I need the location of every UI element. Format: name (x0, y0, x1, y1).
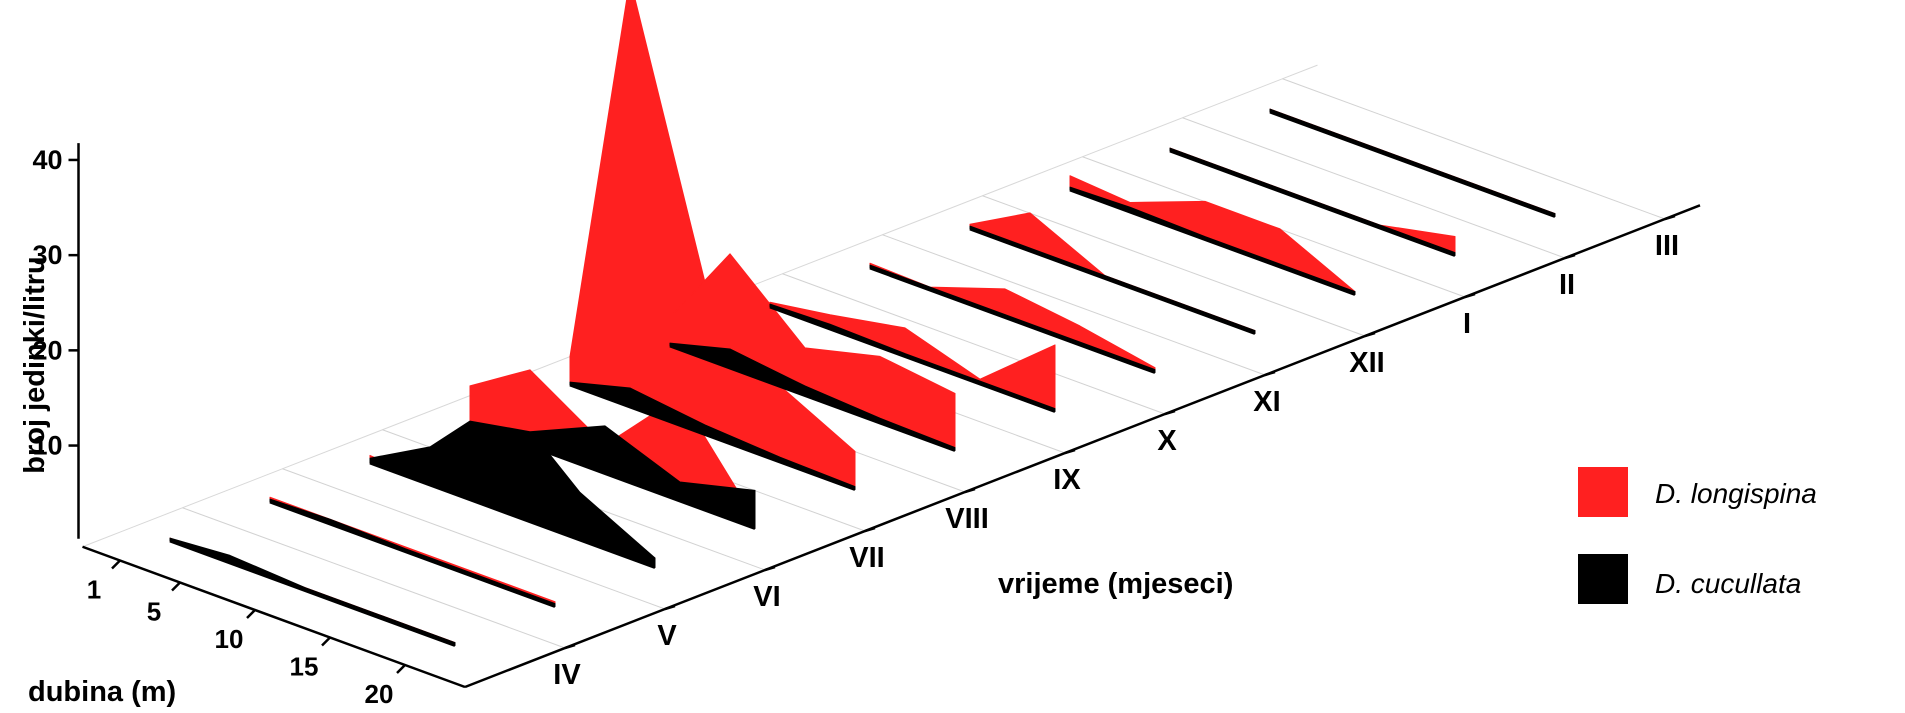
depth-tick-label: 20 (365, 679, 394, 709)
month-tick-label: XII (1349, 347, 1384, 379)
profile-baseline (969, 227, 1256, 335)
profile-baseline (269, 500, 556, 608)
month-tick-mark (1464, 292, 1476, 299)
depth-axis-line (82, 545, 466, 689)
x-axis-title: vrijeme (mjeseci) (998, 568, 1233, 600)
month-tick-mark (564, 643, 576, 650)
legend-swatch-cucullata (1578, 554, 1628, 604)
z-tick-label: 40 (32, 145, 62, 175)
profile-baseline (169, 539, 456, 647)
month-tick-label: X (1157, 425, 1177, 457)
profile-baseline (1069, 188, 1356, 296)
depth-tick-mark (171, 581, 181, 592)
depth-tick-label: 10 (215, 624, 244, 654)
month-tick-mark (764, 565, 776, 572)
profile-baseline (669, 344, 956, 452)
month-tick-mark (964, 487, 976, 494)
legend: D. longispina D. cucullata (1578, 467, 1817, 604)
profile-longispina (669, 253, 956, 451)
z-axis-title: broj jedinki/litru (19, 256, 51, 474)
month-tick-label: I (1463, 308, 1471, 340)
profile-longispina (569, 0, 856, 490)
profile-baseline (1169, 149, 1456, 257)
month-divider-line (982, 195, 1366, 337)
profile-baseline (1269, 110, 1556, 218)
month-divider-line (282, 468, 666, 610)
axes (68, 143, 1701, 689)
depth-tick-label: 5 (147, 597, 161, 627)
series-layer (169, 0, 1556, 647)
month-divider-line (182, 507, 566, 649)
month-tick-mark (1664, 214, 1676, 221)
month-tick-mark (1064, 448, 1076, 455)
depth-axis-title: dubina (m) (28, 676, 176, 708)
month-tick-label: VII (849, 542, 884, 574)
legend-label-longispina: D. longispina (1655, 478, 1817, 509)
z-tick-label: 10 (32, 431, 62, 461)
legend-label-cucullata: D. cucullata (1655, 568, 1801, 599)
month-tick-mark (864, 526, 876, 533)
depth-tick-mark (246, 609, 256, 619)
month-divider-line (1282, 78, 1666, 220)
legend-swatch-longispina (1578, 467, 1628, 517)
month-tick-label: VIII (945, 503, 989, 535)
depth-tick-mark (111, 559, 121, 570)
depth-tick-mark (321, 636, 331, 647)
z-tick-label: 20 (32, 335, 62, 365)
month-tick-label: IV (553, 659, 581, 691)
month-tick-label: V (657, 620, 677, 652)
depth-tick-label: 15 (290, 652, 319, 682)
month-tick-mark (1364, 331, 1376, 338)
month-tick-label: XI (1253, 386, 1280, 418)
month-divider-line (882, 234, 1266, 376)
labels: broj jedinki/litru vrijeme (mjeseci) dub… (19, 145, 1679, 709)
depth-tick-label: 1 (87, 575, 101, 605)
profile-baseline (569, 383, 856, 491)
depth-tick-mark (396, 664, 406, 674)
profile-baseline (469, 422, 756, 530)
month-divider-line (782, 273, 1166, 415)
profile-baseline (869, 266, 1156, 374)
month-tick-label: VI (753, 581, 780, 613)
profile-baseline (369, 461, 656, 569)
month-tick-label: IX (1053, 464, 1081, 496)
month-tick-label: III (1655, 230, 1679, 262)
z-tick-label: 30 (32, 240, 62, 270)
month-tick-label: II (1559, 269, 1575, 301)
profile-baseline (769, 305, 1056, 413)
month-divider-line (1182, 117, 1566, 259)
month-tick-mark (1564, 253, 1576, 260)
month-tick-mark (664, 604, 676, 611)
month-tick-mark (1164, 409, 1176, 416)
month-tick-mark (1264, 370, 1276, 377)
